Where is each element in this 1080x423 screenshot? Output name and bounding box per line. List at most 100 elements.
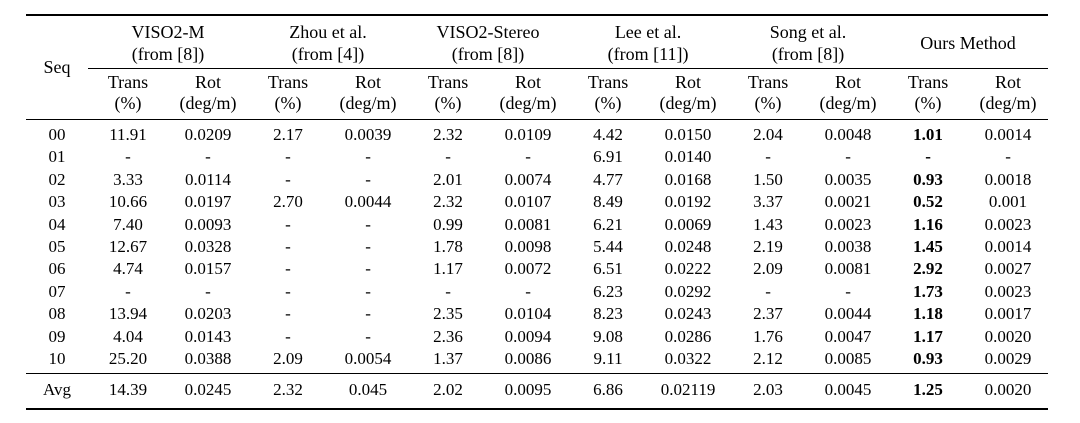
table-body: 00 11.91 0.0209 2.17 0.0039 2.32 0.0109 4.42 0.0…: [26, 120, 1048, 374]
value-cell: 0.0168: [664, 169, 712, 189]
value-cell: 0.02119: [648, 373, 729, 409]
value-cell: 0.0017: [984, 304, 1032, 324]
table-row: Avg 14.39 0.0245 2.32 0.045 2.02 0.0095 6.86 0.0…: [26, 373, 1049, 409]
col-header-line2: (deg/m): [499, 93, 557, 113]
value-cell: 4.74: [113, 259, 143, 279]
value-cell: 0.0292: [664, 281, 712, 301]
value-cell: 6.86: [568, 373, 649, 409]
value-cell: 2.09: [753, 259, 783, 279]
col-header-line2: (deg/m): [979, 93, 1037, 113]
value-cell: 1.17: [433, 259, 463, 279]
value-cell: 1.16: [913, 214, 943, 234]
value-cell: 1.17: [913, 326, 943, 346]
group-name: VISO2-M: [131, 22, 205, 42]
value-cell: 0.0286: [664, 326, 712, 346]
table-row: 00 11.91 0.0209 2.17 0.0039 2.32 0.0109 4.42 0.0…: [26, 120, 1048, 147]
table-row: 06 4.74 0.0157 - - 1.17 0.0072 6.51 0.0222 2.09 0.…: [26, 258, 1048, 280]
value-cell: 4.77: [593, 169, 623, 189]
col-header-line1: Rot: [835, 72, 862, 92]
col-header-line1: Trans: [907, 72, 949, 92]
value-cell: 0.0081: [824, 259, 872, 279]
value-cell: 4.04: [113, 326, 143, 346]
value-cell: 0.0322: [664, 349, 712, 369]
group-name: Song et al.: [769, 22, 847, 42]
value-cell: -: [365, 237, 371, 257]
value-cell: 13.94: [108, 304, 148, 324]
value-cell: 2.02: [408, 373, 489, 409]
value-cell: 2.04: [753, 125, 783, 144]
value-cell: -: [285, 281, 291, 301]
group-header-lee: Lee et al. (from [11]): [568, 16, 729, 69]
group-name: VISO2-Stereo: [436, 22, 540, 42]
col-header-rot: Rot (deg/m): [168, 68, 249, 120]
seq-cell: 06: [48, 259, 66, 279]
value-cell: 0.045: [328, 373, 409, 409]
value-cell: 2.36: [433, 326, 463, 346]
value-cell: 1.18: [913, 304, 943, 324]
value-cell: -: [205, 147, 211, 167]
value-cell: 0.0023: [824, 214, 872, 234]
value-cell: 0.0044: [344, 192, 392, 212]
col-header-rot: Rot (deg/m): [488, 68, 569, 120]
value-cell: 0.0197: [184, 192, 232, 212]
col-header-trans: Trans (%): [408, 68, 489, 120]
col-header-trans: Trans (%): [248, 68, 329, 120]
value-cell: 0.0243: [664, 304, 712, 324]
col-header-line1: Rot: [995, 72, 1022, 92]
value-cell: -: [285, 169, 291, 189]
seq-cell: 10: [48, 349, 66, 369]
seq-cell: 07: [48, 281, 66, 301]
value-cell: 0.0098: [504, 237, 552, 257]
value-cell: 0.0143: [184, 326, 232, 346]
value-cell: -: [365, 326, 371, 346]
value-cell: 0.52: [913, 192, 943, 212]
seq-cell: 03: [48, 192, 66, 212]
value-cell: 0.0045: [808, 373, 889, 409]
table-row: 03 10.66 0.0197 2.70 0.0044 2.32 0.0107 8.49 0.0…: [26, 191, 1048, 213]
value-cell: 3.33: [113, 169, 143, 189]
seq-cell: 08: [48, 304, 66, 324]
value-cell: 0.0109: [504, 125, 552, 144]
value-cell: -: [285, 214, 291, 234]
value-cell: 0.0095: [488, 373, 569, 409]
value-cell: -: [525, 281, 531, 301]
seq-cell: 00: [48, 125, 66, 144]
value-cell: 0.99: [433, 214, 463, 234]
value-cell: 0.0140: [664, 147, 712, 167]
value-cell: 2.32: [433, 192, 463, 212]
value-cell: 1.43: [753, 214, 783, 234]
value-cell: 0.0069: [664, 214, 712, 234]
value-cell: 11.91: [109, 125, 147, 144]
value-cell: -: [925, 147, 931, 167]
value-cell: 2.01: [433, 169, 463, 189]
value-cell: -: [365, 214, 371, 234]
value-cell: -: [365, 169, 371, 189]
group-header-viso2m: VISO2-M (from [8]): [88, 16, 249, 69]
value-cell: -: [765, 147, 771, 167]
value-cell: 2.12: [753, 349, 783, 369]
table-row: 04 7.40 0.0093 - - 0.99 0.0081 6.21 0.0069 1.43 0.…: [26, 214, 1048, 236]
value-cell: 12.67: [108, 237, 148, 257]
group-header-ours: Ours Method: [888, 16, 1049, 69]
value-cell: -: [445, 281, 451, 301]
value-cell: -: [365, 304, 371, 324]
group-source: (from [8]): [451, 44, 525, 64]
col-header-line2: (deg/m): [819, 93, 877, 113]
group-source: (from [8]): [131, 44, 205, 64]
col-header-line1: Trans: [267, 72, 309, 92]
value-cell: 0.0020: [968, 373, 1049, 409]
col-header-trans: Trans (%): [888, 68, 969, 120]
value-cell: 6.23: [593, 281, 623, 301]
value-cell: 1.78: [433, 237, 463, 257]
value-cell: -: [445, 147, 451, 167]
group-name: Lee et al.: [614, 22, 682, 42]
value-cell: 1.50: [753, 169, 783, 189]
table-header: Seq VISO2-M (from [8]) Zhou et al. (from…: [26, 16, 1049, 120]
group-header-row: Seq VISO2-M (from [8]) Zhou et al. (from…: [26, 16, 1049, 120]
group-header-zhou: Zhou et al. (from [4]): [248, 16, 409, 69]
value-cell: 2.19: [753, 237, 783, 257]
value-cell: -: [845, 147, 851, 167]
col-header-line2: (deg/m): [659, 93, 717, 113]
group-source: (from [4]): [291, 44, 365, 64]
value-cell: 0.0038: [824, 237, 872, 257]
